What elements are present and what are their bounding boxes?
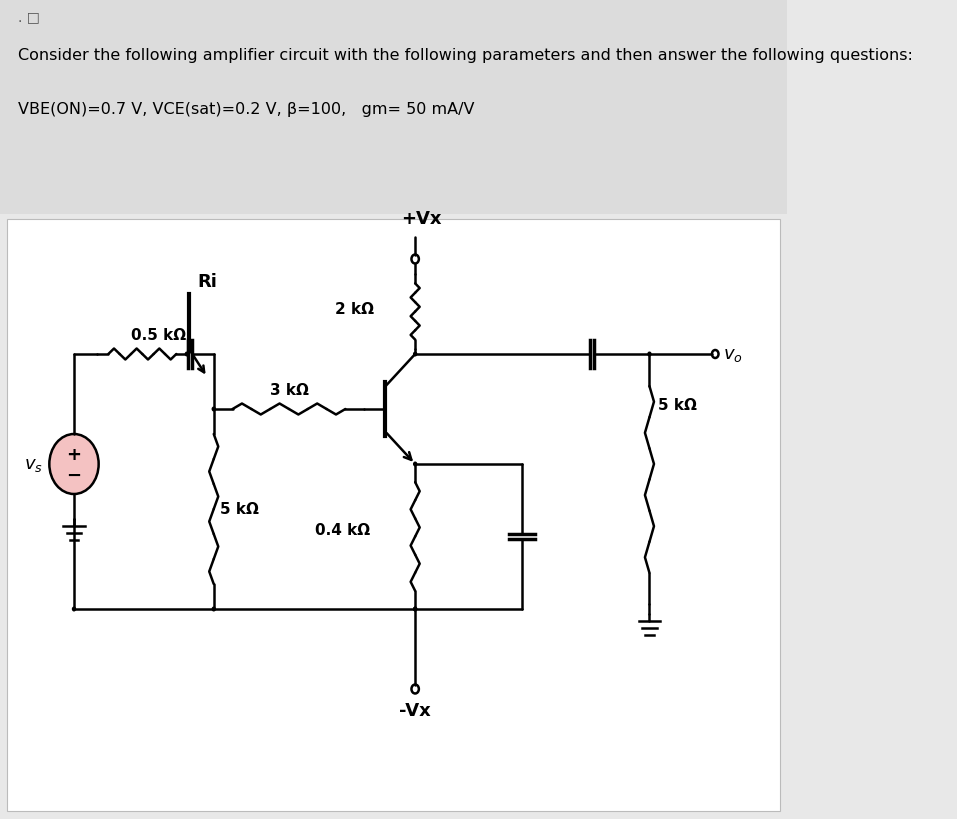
Circle shape xyxy=(648,353,651,356)
Text: Ri: Ri xyxy=(197,273,217,291)
Text: +Vx: +Vx xyxy=(402,210,442,228)
Circle shape xyxy=(413,608,416,611)
Text: . □: . □ xyxy=(18,10,40,24)
Text: 0.4 kΩ: 0.4 kΩ xyxy=(315,523,370,537)
Text: 5 kΩ: 5 kΩ xyxy=(220,502,259,517)
Circle shape xyxy=(413,608,416,611)
Text: 3 kΩ: 3 kΩ xyxy=(270,382,308,397)
Circle shape xyxy=(186,353,189,356)
FancyBboxPatch shape xyxy=(0,0,787,215)
Circle shape xyxy=(73,608,76,611)
Text: 2 kΩ: 2 kΩ xyxy=(335,302,374,317)
Text: 5 kΩ: 5 kΩ xyxy=(657,398,697,413)
Text: $v_o$: $v_o$ xyxy=(723,346,744,364)
Text: −: − xyxy=(66,467,81,484)
Text: +: + xyxy=(66,446,81,464)
Circle shape xyxy=(413,463,416,466)
FancyBboxPatch shape xyxy=(7,219,780,811)
Circle shape xyxy=(212,408,215,411)
Text: 0.5 kΩ: 0.5 kΩ xyxy=(131,328,187,342)
Text: $v_s$: $v_s$ xyxy=(24,455,43,473)
Circle shape xyxy=(212,608,215,611)
Text: Consider the following amplifier circuit with the following parameters and then : Consider the following amplifier circuit… xyxy=(18,48,913,63)
Text: VBE(ON)=0.7 V, VCE(sat)=0.2 V, β=100,   gm= 50 mA/V: VBE(ON)=0.7 V, VCE(sat)=0.2 V, β=100, gm… xyxy=(18,102,475,117)
Circle shape xyxy=(413,353,416,356)
Text: -Vx: -Vx xyxy=(399,701,431,719)
Circle shape xyxy=(50,434,99,495)
